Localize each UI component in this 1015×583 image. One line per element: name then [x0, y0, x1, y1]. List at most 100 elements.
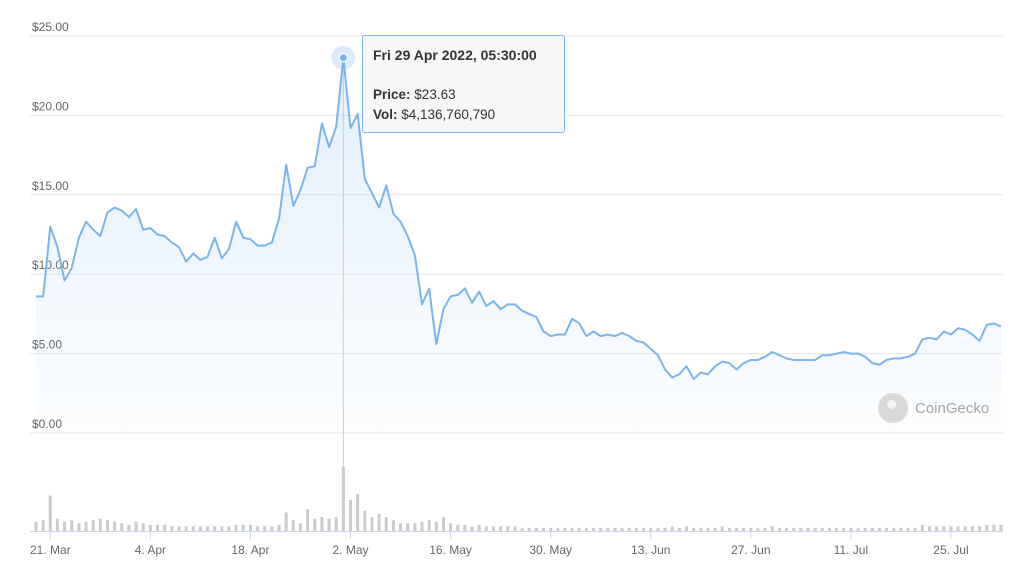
price-line[interactable]	[36, 56, 1002, 381]
volume-bar	[877, 527, 881, 531]
volume-bar	[863, 527, 867, 531]
volume-bar	[684, 526, 688, 531]
volume-bar	[120, 523, 124, 531]
volume-bar	[70, 520, 74, 531]
x-axis: 21. Mar 4. Apr 18. Apr 2. May 16. May 30. May…	[30, 531, 1003, 557]
volume-bar	[577, 527, 581, 531]
x-tick-label: 2. May	[333, 543, 369, 557]
watermark-text: CoinGecko	[915, 399, 990, 417]
volume-bar	[942, 526, 946, 531]
tooltip-date: Fri 29 Apr 2022, 05:30:00	[373, 47, 537, 63]
volume-bar	[806, 527, 810, 531]
volume-bar	[627, 527, 631, 531]
volume-bar	[592, 527, 596, 531]
volume-bar	[849, 527, 853, 531]
volume-bar	[148, 524, 152, 531]
volume-bar	[499, 526, 503, 531]
volume-bar	[985, 524, 989, 531]
volume-bar	[413, 523, 417, 531]
volume-bar	[105, 520, 109, 531]
highlight-point[interactable]	[338, 53, 348, 63]
volume-bar	[649, 527, 653, 531]
volume-bar	[55, 518, 59, 531]
volume-bar	[434, 521, 438, 531]
volume-bar	[277, 524, 281, 531]
volume-bar	[584, 527, 588, 531]
volume-bar	[134, 521, 138, 531]
volume-bar	[885, 527, 889, 531]
x-tick-label: 16. May	[429, 543, 472, 557]
volume-bar	[213, 526, 217, 531]
volume-bar	[920, 524, 924, 531]
volume-bar	[799, 527, 803, 531]
x-tick-label: 21. Mar	[30, 543, 71, 557]
volume-bar	[892, 527, 896, 531]
volume-bar	[792, 527, 796, 531]
volume-bar	[327, 518, 331, 531]
volume-bar	[527, 527, 531, 531]
volume-bar	[491, 526, 495, 531]
volume-bar	[234, 524, 238, 531]
volume-bar	[692, 527, 696, 531]
volume-bar	[284, 512, 288, 531]
volume-bar	[749, 527, 753, 531]
volume-bar	[141, 523, 145, 531]
volume-bar	[298, 523, 302, 531]
volume-bar	[63, 521, 67, 531]
volume-bar	[935, 526, 939, 531]
tooltip-vol-label: Vol:	[373, 107, 398, 122]
volume-bar	[248, 524, 252, 531]
y-tick-label: $25.00	[32, 20, 69, 34]
volume-bar	[949, 526, 953, 531]
volume-bar	[763, 527, 767, 531]
volume-bar	[163, 524, 167, 531]
volume-bar	[220, 526, 224, 531]
volume-bar	[720, 526, 724, 531]
coingecko-logo-icon	[878, 393, 908, 423]
volume-bar	[391, 520, 395, 531]
volume-bar	[956, 526, 960, 531]
volume-bar	[520, 527, 524, 531]
volume-bar	[928, 526, 932, 531]
volume-bar	[91, 520, 95, 531]
volume-bar	[313, 518, 317, 531]
volume-bar	[820, 527, 824, 531]
volume-bar	[406, 523, 410, 531]
volume-bar	[98, 518, 102, 531]
tooltip-price-label: Price:	[373, 87, 411, 102]
volume-bar	[456, 524, 460, 531]
volume-bar	[377, 513, 381, 531]
volume-bar	[484, 526, 488, 531]
x-tick-label: 4. Apr	[135, 543, 166, 557]
volume-bar	[870, 527, 874, 531]
volume-bar	[198, 526, 202, 531]
volume-bar	[48, 495, 52, 531]
volume-bar	[620, 527, 624, 531]
volume-bar	[606, 527, 610, 531]
volume-bar	[727, 527, 731, 531]
volume-bar	[177, 526, 181, 531]
volume-bar	[663, 527, 667, 531]
volume-bar	[677, 527, 681, 531]
volume-bar	[256, 526, 260, 531]
y-tick-label: $20.00	[32, 99, 69, 113]
volume-bar	[206, 526, 210, 531]
volume-bar	[906, 527, 910, 531]
volume-bar	[542, 527, 546, 531]
volume-bar	[349, 500, 353, 531]
tooltip-price-row: Price: $23.63	[373, 85, 554, 105]
volume-bar	[384, 517, 388, 531]
volume-bar	[670, 526, 674, 531]
volume-bar	[963, 526, 967, 531]
volume-bar	[291, 520, 295, 531]
x-tick-label: 11. Jul	[834, 543, 868, 557]
volume-bar	[999, 524, 1003, 531]
volume-bar	[613, 527, 617, 531]
volume-bar	[320, 517, 324, 531]
x-tick-label: 27. Jun	[731, 543, 770, 557]
volume-bar	[777, 527, 781, 531]
volume-bar	[992, 524, 996, 531]
volume-bar	[970, 526, 974, 531]
volume-bar	[599, 527, 603, 531]
